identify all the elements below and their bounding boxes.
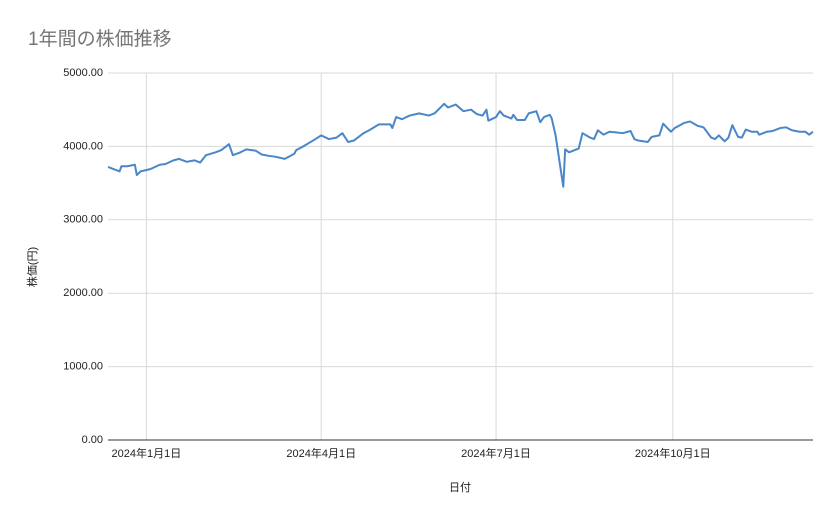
y-axis-label: 株価(円) (25, 247, 39, 287)
y-tick-label: 5000.00 (63, 67, 103, 79)
x-tick-label: 2024年7月1日 (461, 446, 531, 460)
line (107, 102, 814, 188)
y-tick-label: 1000.00 (63, 361, 103, 373)
x-axis-label: 日付 (449, 481, 471, 494)
y-tick-label: 2000.00 (63, 287, 103, 299)
x-tick-label: 2024年1月1日 (112, 446, 182, 460)
x-tick-label: 2024年10月1日 (635, 446, 711, 460)
chart-title: 1年間の株価推移 (28, 28, 172, 50)
y-tick-label: 3000.00 (63, 214, 103, 226)
y-tick-label: 4000.00 (63, 140, 103, 152)
x-tick-label: 2024年4月1日 (286, 446, 356, 460)
y-tick-label: 0.00 (82, 434, 103, 446)
